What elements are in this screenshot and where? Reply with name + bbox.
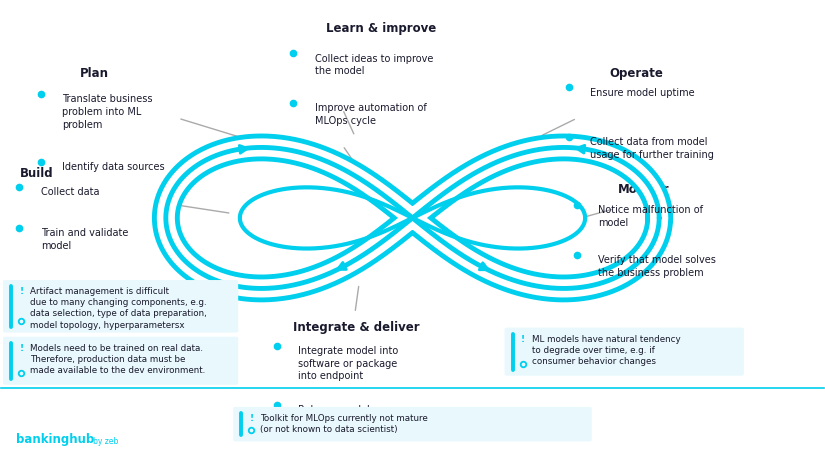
Text: Collect data: Collect data (41, 187, 99, 197)
Text: Toolkit for MLOps currently not mature
(or not known to data scientist): Toolkit for MLOps currently not mature (… (261, 413, 428, 433)
Text: Operate: Operate (610, 67, 663, 80)
Text: Translate business
problem into ML
problem: Translate business problem into ML probl… (62, 94, 153, 130)
FancyBboxPatch shape (233, 407, 592, 441)
Text: Collect data from model
usage for further training: Collect data from model usage for furthe… (590, 137, 714, 160)
Text: Integrate model into
software or package
into endpoint: Integrate model into software or package… (298, 345, 398, 380)
Text: !: ! (20, 343, 24, 352)
Text: Learn & improve: Learn & improve (326, 22, 436, 35)
Text: Improve automation of
MLOps cycle: Improve automation of MLOps cycle (314, 103, 427, 126)
Text: !: ! (250, 413, 254, 422)
Text: Build: Build (20, 167, 53, 179)
Text: Models need to be trained on real data.
Therefore, production data must be
made : Models need to be trained on real data. … (31, 343, 205, 374)
Text: Train and validate
model: Train and validate model (41, 228, 128, 250)
Text: Collect ideas to improve
the model: Collect ideas to improve the model (314, 53, 433, 76)
Text: bankinghub: bankinghub (16, 433, 94, 445)
Text: Plan: Plan (79, 67, 109, 80)
Text: Release model: Release model (298, 404, 370, 414)
Text: ML models have natural tendency
to degrade over time, e.g. if
consumer behavior : ML models have natural tendency to degra… (532, 334, 681, 365)
Text: Notice malfunction of
model: Notice malfunction of model (598, 205, 704, 228)
Text: Artifact management is difficult
due to many changing components, e.g.
data sele: Artifact management is difficult due to … (31, 286, 207, 329)
FancyBboxPatch shape (3, 280, 238, 333)
Text: Verify that model solves
the business problem: Verify that model solves the business pr… (598, 255, 716, 278)
Text: Monitor: Monitor (618, 182, 670, 195)
Text: !: ! (20, 286, 24, 295)
FancyBboxPatch shape (505, 328, 744, 376)
Text: Integrate & deliver: Integrate & deliver (293, 320, 420, 333)
Text: !: ! (521, 334, 526, 343)
Text: Identify data sources: Identify data sources (62, 162, 165, 172)
FancyBboxPatch shape (3, 337, 238, 385)
Text: by zeb: by zeb (92, 436, 118, 445)
Text: Ensure model uptime: Ensure model uptime (590, 87, 695, 97)
